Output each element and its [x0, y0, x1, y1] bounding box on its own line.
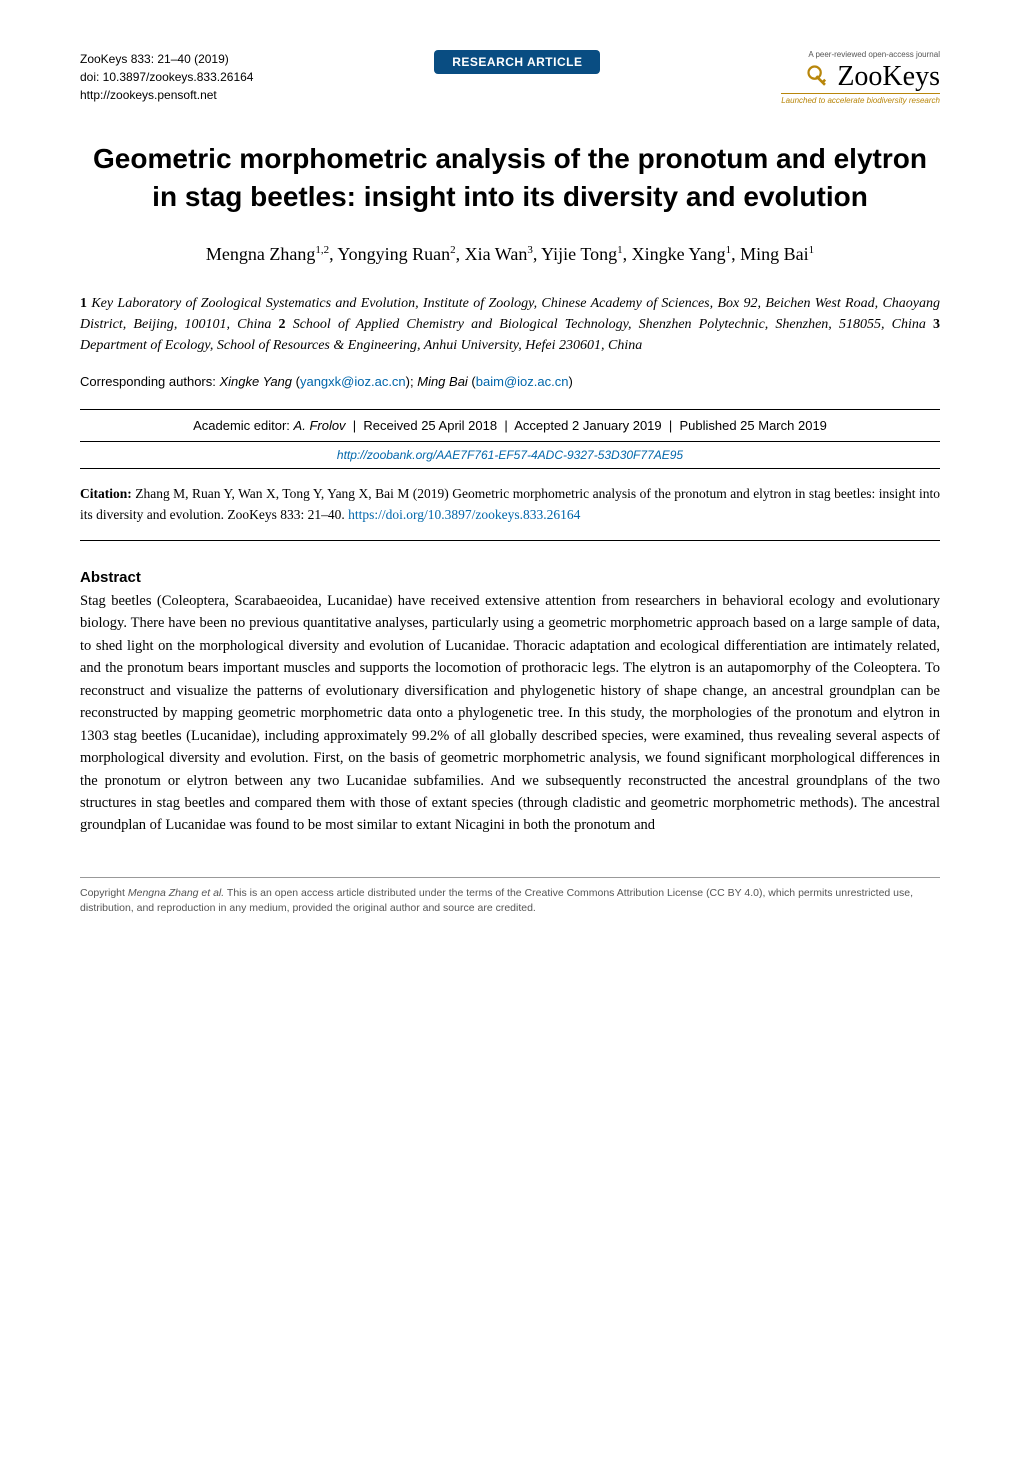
- doi-line: doi: 10.3897/zookeys.833.26164: [80, 68, 253, 86]
- abstract-heading: Abstract: [80, 569, 940, 586]
- article-type-badge: RESEARCH ARTICLE: [434, 50, 600, 74]
- author-list: Mengna Zhang1,2, Yongying Ruan2, Xia Wan…: [80, 241, 940, 268]
- logo-text: ZooKeys: [837, 61, 940, 93]
- citation-label: Citation:: [80, 486, 132, 501]
- editor-label: Academic editor:: [193, 418, 290, 433]
- corresponding-name-2: Ming Bai: [417, 374, 468, 389]
- corresponding-authors: Corresponding authors: Xingke Yang (yang…: [80, 374, 940, 389]
- corresponding-label: Corresponding authors:: [80, 374, 216, 389]
- journal-line: ZooKeys 833: 21–40 (2019): [80, 50, 253, 68]
- zoobank-link[interactable]: http://zoobank.org/AAE7F761-EF57-4ADC-93…: [337, 448, 683, 462]
- header-left: ZooKeys 833: 21–40 (2019) doi: 10.3897/z…: [80, 50, 253, 104]
- corresponding-name-1: Xingke Yang: [219, 374, 292, 389]
- article-title: Geometric morphometric analysis of the p…: [80, 140, 940, 216]
- accepted-date: Accepted 2 January 2019: [514, 418, 661, 433]
- logo-main: ZooKeys: [781, 61, 940, 93]
- copyright-footer: Copyright Mengna Zhang et al. This is an…: [80, 877, 940, 915]
- zoobank-row: http://zoobank.org/AAE7F761-EF57-4ADC-93…: [80, 442, 940, 469]
- affiliations: 1 Key Laboratory of Zoological Systemati…: [80, 293, 940, 356]
- editor-dates-row: Academic editor: A. Frolov | Received 25…: [80, 409, 940, 442]
- published-date: Published 25 March 2019: [679, 418, 826, 433]
- logo-top-text: A peer-reviewed open-access journal: [781, 50, 940, 59]
- corresponding-email-1[interactable]: yangxk@ioz.ac.cn: [300, 374, 406, 389]
- header-row: ZooKeys 833: 21–40 (2019) doi: 10.3897/z…: [80, 50, 940, 105]
- logo-tagline: Launched to accelerate biodiversity rese…: [781, 93, 940, 105]
- editor-name: A. Frolov: [294, 418, 346, 433]
- copyright-prefix: Copyright: [80, 887, 128, 899]
- copyright-holder: Mengna Zhang et al.: [128, 887, 224, 899]
- citation-block: Citation: Zhang M, Ruan Y, Wan X, Tong Y…: [80, 483, 940, 541]
- received-date: Received 25 April 2018: [363, 418, 497, 433]
- citation-doi-link[interactable]: https://doi.org/10.3897/zookeys.833.2616…: [348, 507, 580, 522]
- journal-url[interactable]: http://zookeys.pensoft.net: [80, 86, 253, 104]
- journal-logo: A peer-reviewed open-access journal ZooK…: [781, 50, 940, 105]
- key-icon: [805, 63, 833, 91]
- corresponding-email-2[interactable]: baim@ioz.ac.cn: [476, 374, 569, 389]
- abstract-body: Stag beetles (Coleoptera, Scarabaeoidea,…: [80, 590, 940, 837]
